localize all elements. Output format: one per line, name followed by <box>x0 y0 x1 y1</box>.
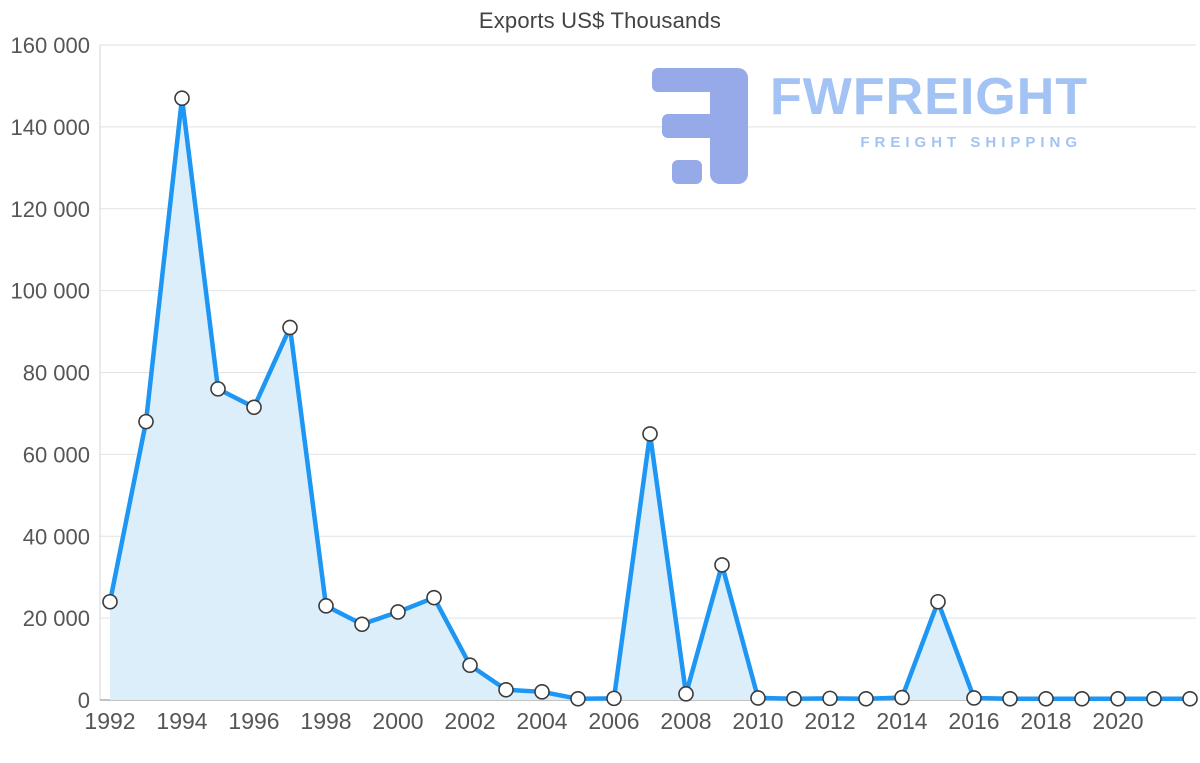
x-axis-tick-label: 1994 <box>156 708 207 734</box>
chart-title: Exports US$ Thousands <box>478 8 722 33</box>
y-axis-tick-label: 0 <box>78 688 90 713</box>
x-axis-tick-label: 2008 <box>660 708 711 734</box>
x-axis-tick-label: 2010 <box>732 708 783 734</box>
series-area-fill <box>110 98 1190 700</box>
x-axis-tick-label: 2002 <box>444 708 495 734</box>
data-point[interactable] <box>174 90 190 107</box>
y-axis-tick-label: 100 000 <box>10 279 90 304</box>
data-point[interactable] <box>138 413 154 430</box>
y-axis-tick-label: 140 000 <box>10 115 90 140</box>
y-axis-tick-label: 120 000 <box>10 197 90 222</box>
x-axis-tick-label: 1998 <box>300 708 351 734</box>
x-axis-tick-label: 2020 <box>1092 708 1143 734</box>
data-point[interactable] <box>318 598 334 614</box>
data-point[interactable] <box>1110 690 1126 707</box>
data-point[interactable] <box>1146 690 1162 707</box>
data-point[interactable] <box>534 684 550 700</box>
data-point[interactable] <box>822 690 838 707</box>
data-point[interactable] <box>462 657 478 674</box>
data-point[interactable] <box>858 690 874 707</box>
x-axis-tick-label: 2016 <box>948 708 999 734</box>
x-axis-tick-label: 2000 <box>372 708 423 734</box>
x-axis-tick-label: 2014 <box>876 708 927 734</box>
data-point[interactable] <box>750 690 766 706</box>
data-point[interactable] <box>1182 690 1198 707</box>
x-axis-tick-label: 2006 <box>588 708 639 734</box>
data-point[interactable] <box>606 690 622 707</box>
data-point[interactable] <box>1038 690 1054 707</box>
x-axis-tick-label: 1992 <box>84 708 135 734</box>
y-axis-tick-label: 40 000 <box>23 524 90 549</box>
data-point[interactable] <box>1074 690 1090 707</box>
data-point[interactable] <box>282 319 298 336</box>
data-point[interactable] <box>354 616 370 633</box>
y-axis-tick-label: 20 000 <box>23 606 90 631</box>
x-axis-tick-label: 1996 <box>228 708 279 734</box>
data-point[interactable] <box>246 399 262 416</box>
y-axis-tick-label: 80 000 <box>23 361 90 386</box>
data-point[interactable] <box>714 557 730 573</box>
x-axis-tick-label: 2012 <box>804 708 855 734</box>
data-point[interactable] <box>498 681 514 698</box>
data-point[interactable] <box>966 690 982 706</box>
data-point[interactable] <box>570 690 586 707</box>
data-point[interactable] <box>642 426 658 442</box>
x-axis-tick-label: 2004 <box>516 708 567 734</box>
data-point[interactable] <box>894 689 910 706</box>
data-point[interactable] <box>930 593 946 610</box>
data-point[interactable] <box>426 589 442 606</box>
y-axis-tick-label: 60 000 <box>23 442 90 467</box>
y-axis-tick-label: 160 000 <box>10 33 90 58</box>
data-point[interactable] <box>102 593 118 610</box>
data-point[interactable] <box>390 604 406 620</box>
data-point[interactable] <box>678 686 694 702</box>
data-point[interactable] <box>786 690 802 707</box>
data-point[interactable] <box>1002 690 1018 707</box>
x-axis-tick-label: 2018 <box>1020 708 1071 734</box>
data-point[interactable] <box>210 381 226 397</box>
